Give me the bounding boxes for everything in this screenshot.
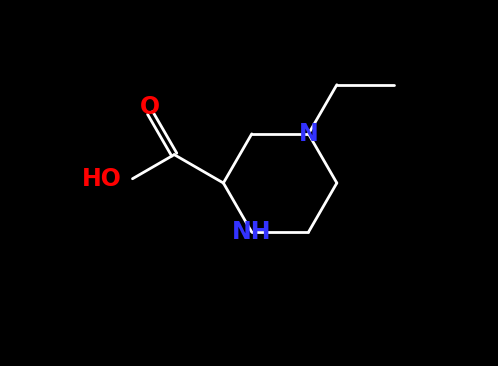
Text: O: O: [140, 96, 160, 119]
Text: N: N: [299, 122, 318, 146]
Text: NH: NH: [232, 220, 271, 244]
Text: HO: HO: [82, 167, 122, 191]
